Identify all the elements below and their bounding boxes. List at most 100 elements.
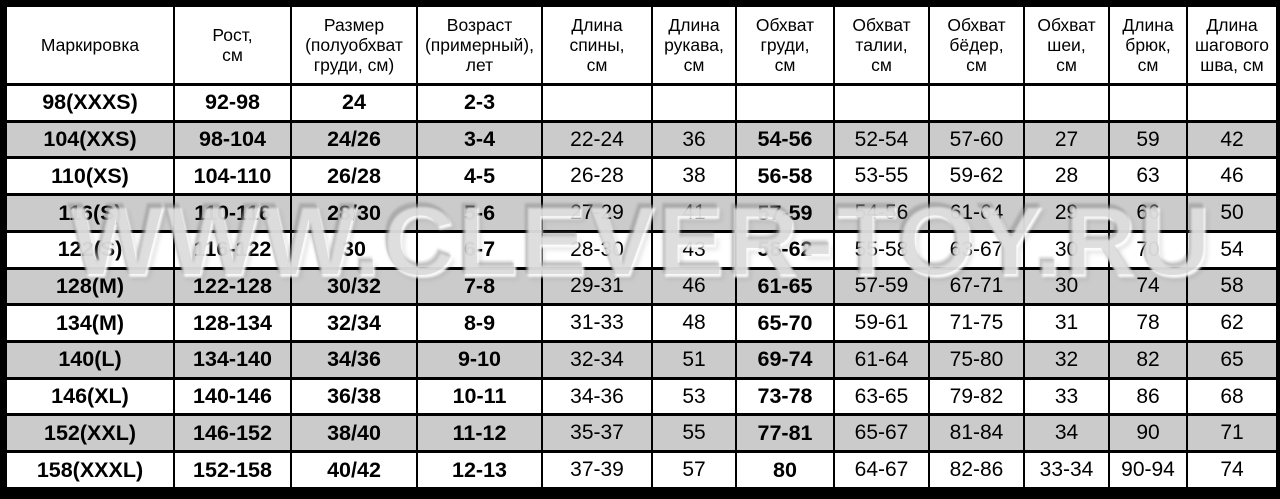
table-row: 152(XXL) 146-152 38/40 11-12 35-37 55 77-81 65-… (5, 413, 1278, 454)
table-cell: 67-71 (928, 266, 1025, 307)
table-cell: 63 (1108, 156, 1188, 197)
table-cell: 22-24 (541, 119, 653, 160)
table-cell: 55 (651, 413, 737, 454)
table-cell: 57-59 (735, 193, 835, 233)
table-cell: 77-81 (735, 413, 835, 454)
row-label: 146(XL) (5, 376, 175, 417)
table-cell: 122-128 (173, 266, 292, 307)
table-cell: 34/36 (290, 340, 418, 380)
table-cell (541, 83, 653, 123)
table-row: 116(S) 110-116 28/30 5-6 27-29 41 57-59 54-56 61… (5, 193, 1278, 233)
table-cell: 80 (735, 450, 835, 490)
row-label: 98(XXXS) (5, 83, 175, 123)
table-cell: 48 (651, 303, 737, 344)
table-cell: 31-33 (541, 303, 653, 344)
table-cell: 2-3 (416, 83, 543, 123)
table-cell: 30 (1023, 266, 1110, 307)
table-cell: 59-62 (928, 156, 1025, 197)
table-cell: 50 (1186, 193, 1278, 233)
table-cell: 30 (1023, 229, 1110, 270)
table-cell: 34 (1023, 413, 1110, 454)
table-cell: 55-58 (833, 229, 930, 270)
table-cell: 65-67 (833, 413, 930, 454)
table-cell: 61-64 (928, 193, 1025, 233)
table-cell: 57-59 (833, 266, 930, 307)
table-cell: 43 (651, 229, 737, 270)
table-cell: 35-37 (541, 413, 653, 454)
table-body: 98(XXXS) 92-98 24 2-3 104(XXS) 98-104 24/26 3-4… (5, 83, 1278, 490)
table-cell: 37-39 (541, 450, 653, 490)
table-cell: 75-80 (928, 340, 1025, 380)
column-header-7: Обхват талии, см (833, 4, 930, 86)
row-label: 152(XXL) (5, 413, 175, 454)
row-label: 104(XXS) (5, 119, 175, 160)
table-cell: 53 (651, 376, 737, 417)
table-row: 158(XXXL) 152-158 40/42 12-13 37-39 57 80 64-67… (5, 450, 1278, 490)
table-cell: 32 (1023, 340, 1110, 380)
table-cell: 116-122 (173, 229, 292, 270)
table-cell: 40/42 (290, 450, 418, 490)
table-cell: 46 (1186, 156, 1278, 197)
column-header-9: Обхват шеи, см (1023, 4, 1110, 86)
table-cell: 54-56 (735, 119, 835, 160)
table-cell: 64-67 (833, 450, 930, 490)
table-cell: 33-34 (1023, 450, 1110, 490)
table-cell: 33 (1023, 376, 1110, 417)
table-cell: 104-110 (173, 156, 292, 197)
table-cell: 59 (1108, 119, 1188, 160)
table-cell: 59-61 (833, 303, 930, 344)
table-cell: 42 (1186, 119, 1278, 160)
table-cell: 146-152 (173, 413, 292, 454)
table-cell: 58-62 (735, 229, 835, 270)
table-row: 134(M) 128-134 32/34 8-9 31-33 48 65-70 59-61 71… (5, 303, 1278, 344)
table-cell: 38/40 (290, 413, 418, 454)
column-header-1: Рост, см (173, 4, 292, 86)
row-label: 122(S) (5, 229, 175, 270)
table-cell (651, 83, 737, 123)
table-cell: 71-75 (928, 303, 1025, 344)
table-cell: 34-36 (541, 376, 653, 417)
table-cell (928, 83, 1025, 123)
table-cell: 152-158 (173, 450, 292, 490)
table-cell: 65-70 (735, 303, 835, 344)
table-cell: 70 (1108, 229, 1188, 270)
table-cell: 82 (1108, 340, 1188, 380)
table-cell: 128-134 (173, 303, 292, 344)
table-cell: 54-56 (833, 193, 930, 233)
table-cell: 29 (1023, 193, 1110, 233)
table-cell: 26-28 (541, 156, 653, 197)
table-cell: 65 (1186, 340, 1278, 380)
table-cell: 61-64 (833, 340, 930, 380)
table-cell: 79-82 (928, 376, 1025, 417)
row-label: 158(XXXL) (5, 450, 175, 490)
table-cell: 4-5 (416, 156, 543, 197)
table-cell: 31 (1023, 303, 1110, 344)
table-cell: 56-58 (735, 156, 835, 197)
row-label: 116(S) (5, 193, 175, 233)
table-cell: 90 (1108, 413, 1188, 454)
table-cell: 28/30 (290, 193, 418, 233)
table-cell: 73-78 (735, 376, 835, 417)
table-cell (1186, 83, 1278, 123)
table-row: 98(XXXS) 92-98 24 2-3 (5, 83, 1278, 123)
table-cell: 92-98 (173, 83, 292, 123)
table-cell: 7-8 (416, 266, 543, 307)
table-cell: 12-13 (416, 450, 543, 490)
table-cell (735, 83, 835, 123)
table-row: 104(XXS) 98-104 24/26 3-4 22-24 36 54-56 52-54 5… (5, 119, 1278, 160)
row-label: 134(M) (5, 303, 175, 344)
table-cell: 110-116 (173, 193, 292, 233)
column-header-5: Длина рукава, см (651, 4, 737, 86)
table-cell: 41 (651, 193, 737, 233)
column-header-0: Маркировка (5, 4, 175, 86)
column-header-6: Обхват груди, см (735, 4, 835, 86)
table-cell: 24/26 (290, 119, 418, 160)
table-cell: 54 (1186, 229, 1278, 270)
table-cell: 3-4 (416, 119, 543, 160)
table-row: 122(S) 116-122 30 6-7 28-30 43 58-62 55-58 63-67… (5, 229, 1278, 270)
table-cell: 90-94 (1108, 450, 1188, 490)
table-cell: 57 (651, 450, 737, 490)
table-cell: 27 (1023, 119, 1110, 160)
